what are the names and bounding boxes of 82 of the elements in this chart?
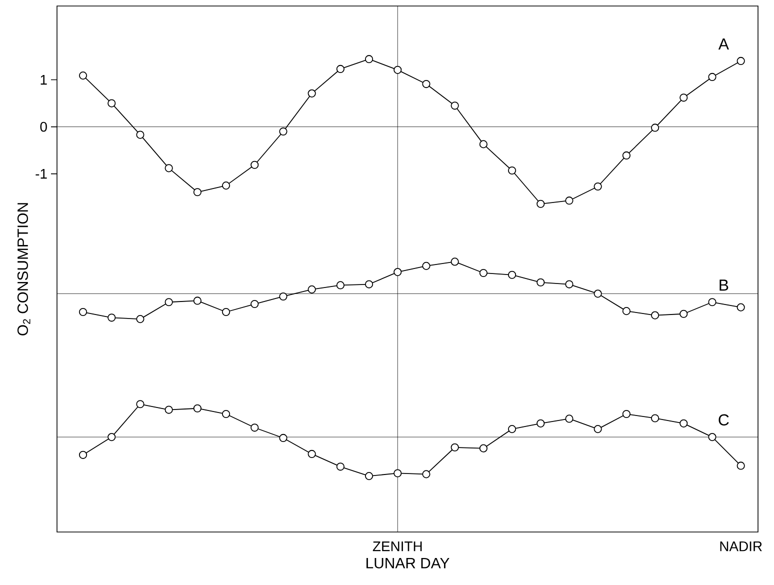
point bbox=[650, 124, 660, 132]
point bbox=[736, 462, 745, 470]
point bbox=[193, 404, 202, 412]
point bbox=[136, 400, 144, 408]
point bbox=[136, 315, 144, 324]
point bbox=[680, 310, 688, 318]
point bbox=[279, 292, 288, 301]
point bbox=[136, 130, 144, 139]
x-tick-label: ZENITH bbox=[372, 542, 422, 552]
point bbox=[622, 410, 630, 418]
point bbox=[736, 303, 745, 312]
point bbox=[536, 419, 545, 428]
point bbox=[164, 164, 173, 172]
point bbox=[222, 308, 230, 316]
point bbox=[594, 182, 602, 191]
y-tick-label: -1 bbox=[36, 169, 47, 179]
x-axis-title: LUNAR DAY bbox=[366, 558, 450, 568]
point bbox=[78, 450, 88, 459]
point bbox=[422, 470, 430, 478]
point bbox=[708, 432, 716, 442]
point bbox=[336, 64, 344, 74]
point bbox=[308, 285, 316, 294]
point bbox=[336, 462, 344, 471]
point bbox=[622, 151, 630, 160]
point bbox=[308, 450, 316, 458]
point bbox=[108, 99, 116, 108]
point bbox=[364, 55, 374, 64]
y-tick-label: 0 bbox=[40, 122, 47, 132]
point bbox=[594, 290, 602, 298]
y-tick-label: 1 bbox=[40, 74, 47, 85]
point bbox=[222, 182, 230, 190]
point bbox=[565, 196, 574, 205]
point bbox=[594, 425, 602, 434]
point bbox=[308, 89, 316, 98]
point bbox=[508, 270, 516, 279]
point bbox=[650, 414, 660, 422]
point bbox=[450, 443, 459, 452]
point bbox=[680, 94, 688, 102]
point bbox=[336, 281, 344, 290]
point bbox=[708, 72, 716, 82]
point bbox=[536, 278, 545, 286]
point bbox=[250, 424, 259, 432]
point bbox=[508, 425, 516, 434]
point bbox=[508, 166, 516, 175]
point bbox=[108, 314, 116, 322]
x-tick-label: NADIR bbox=[720, 542, 762, 552]
point bbox=[78, 72, 88, 80]
point bbox=[279, 127, 288, 136]
point bbox=[536, 200, 545, 208]
point bbox=[450, 258, 459, 266]
point bbox=[394, 268, 402, 276]
point bbox=[364, 280, 374, 288]
y-axis-title: O$_{2}$ CONSUMPTION bbox=[17, 203, 30, 336]
point bbox=[479, 268, 488, 278]
point bbox=[164, 298, 173, 306]
point bbox=[450, 102, 459, 110]
point bbox=[193, 296, 202, 305]
point bbox=[108, 432, 116, 442]
point bbox=[708, 298, 716, 306]
series-label: C bbox=[718, 414, 729, 426]
series-label: B bbox=[720, 280, 728, 291]
point bbox=[250, 300, 259, 308]
point bbox=[622, 307, 630, 316]
point bbox=[193, 188, 202, 196]
point bbox=[565, 280, 574, 288]
point bbox=[650, 311, 660, 320]
series-label: A bbox=[718, 38, 729, 50]
point bbox=[479, 140, 488, 148]
point bbox=[422, 262, 430, 270]
point bbox=[422, 80, 430, 88]
point bbox=[78, 308, 88, 316]
point bbox=[222, 410, 230, 418]
point bbox=[279, 434, 288, 442]
point bbox=[394, 66, 402, 74]
point bbox=[394, 469, 402, 478]
point bbox=[164, 406, 173, 414]
point bbox=[479, 444, 488, 452]
point bbox=[250, 160, 259, 169]
point bbox=[680, 419, 688, 428]
point bbox=[736, 56, 745, 66]
point bbox=[364, 472, 374, 480]
point bbox=[565, 414, 574, 423]
